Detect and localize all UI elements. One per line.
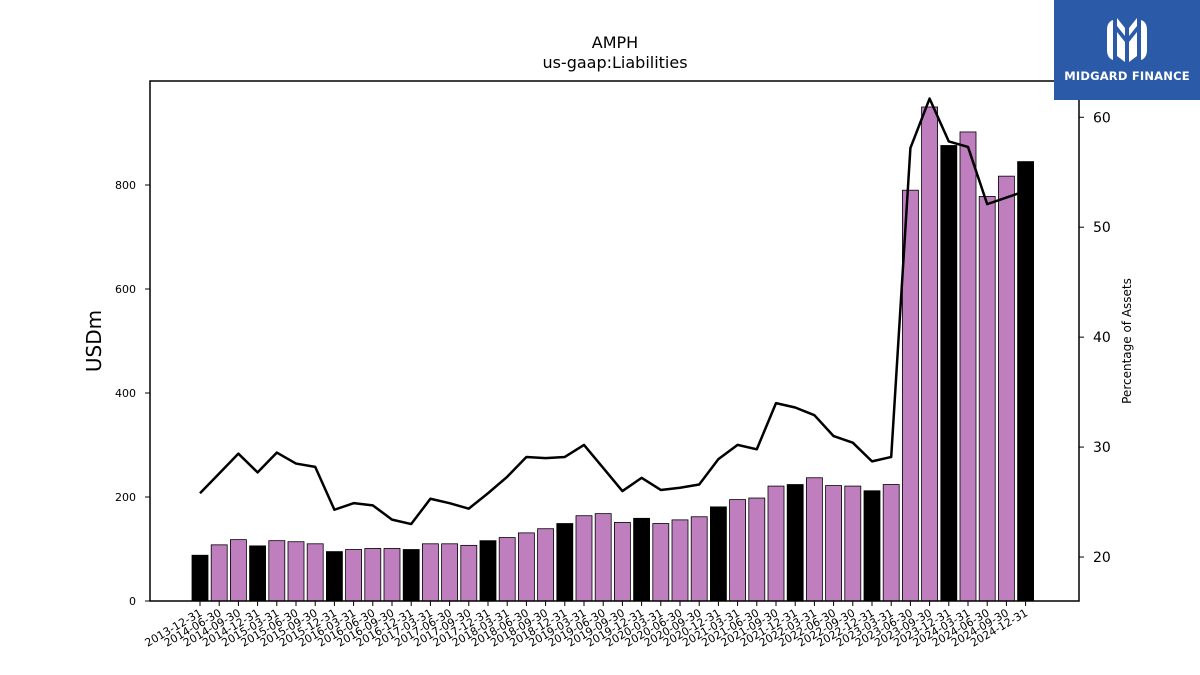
bar [575,515,593,602]
percentage-line-series [199,97,1027,526]
bar [882,484,900,602]
midgard-finance-logo: MIDGARD FINANCE [1054,0,1200,100]
bar [1017,161,1034,602]
bar [479,540,497,602]
bar [959,131,977,602]
bar [978,196,996,602]
bar [671,519,689,602]
bar [786,484,804,602]
y-tick-label: 200 [115,491,136,504]
bar [863,490,881,602]
y2-tick-label: 30 [1093,440,1111,456]
bar [921,106,938,602]
bar [825,485,842,602]
y-tick-label: 800 [115,179,136,192]
line [199,97,1027,526]
bar [325,551,343,602]
bar [345,549,363,602]
bar [998,175,1015,602]
chart-subtitle: us-gaap:Liabilities [542,53,687,72]
bar [421,543,439,602]
bar [287,541,305,602]
bar [383,548,401,602]
logo-wordmark: MIDGARD FINANCE [1064,69,1190,83]
bar [498,537,516,602]
bar [940,145,958,602]
bar [364,548,382,602]
bar [844,485,862,602]
bar [633,517,650,602]
bar [191,554,209,602]
y2-tick-label: 20 [1093,550,1111,566]
bar [729,499,746,602]
bar [614,522,631,602]
bar-series [191,106,1034,602]
y-tick-label: 600 [115,283,136,296]
y-tick-label: 400 [115,387,136,400]
bar [710,506,727,602]
y-axis-label: USDm [82,310,106,372]
bar [806,477,823,602]
y-axis: 0 200 400 600 800 [115,179,150,608]
bar [594,513,612,602]
bar [441,543,459,602]
bar [748,497,766,602]
y2-axis: 20 30 40 50 60 [1079,110,1111,566]
bar [556,523,574,602]
bar [306,543,324,602]
bar [518,532,535,602]
bar [210,544,228,602]
y2-tick-label: 50 [1093,220,1111,236]
y2-tick-label: 60 [1093,110,1111,126]
bar [537,528,554,602]
y-tick-label: 0 [129,595,136,608]
y2-axis-label: Percentage of Assets [1120,278,1134,404]
bar [229,539,247,602]
plot-frame [149,80,1080,602]
bar [460,544,478,602]
bar [767,485,785,602]
bar [690,516,708,602]
bar [249,545,267,602]
bar [402,549,420,602]
bar [652,523,670,602]
bar [268,540,286,602]
midgard-logo-mark-icon [1107,18,1147,62]
x-axis: 2013-12-312014-06-302014-09-302014-12-31… [143,601,1030,650]
y2-tick-label: 40 [1093,330,1111,346]
chart-title: AMPH [592,33,638,52]
